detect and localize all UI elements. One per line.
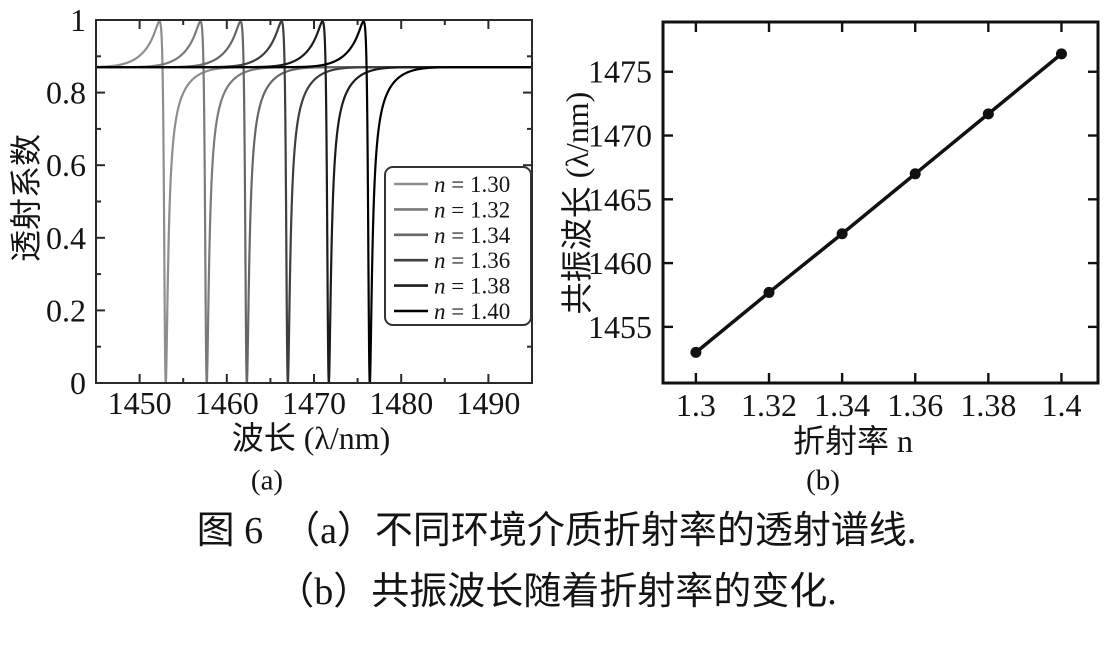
data-point-marker [982,108,994,120]
legend-entry-label: n = 1.36 [434,248,510,273]
data-point-marker [836,228,848,240]
figure-caption-line-2: （b）共振波长随着折射率的变化. [276,570,837,613]
chart-a-x-tick-label: 1490 [456,385,520,421]
chart-b-y-tick-label: 1465 [588,181,652,217]
data-point-marker [690,346,702,358]
chart-b-y-tick-label: 1460 [588,245,652,281]
legend-entry-label: n = 1.32 [434,197,510,222]
chart-b-x-tick-label: 1.36 [887,387,943,423]
chart-a-y-tick-label: 0.4 [46,220,86,256]
chart-b-y-axis-label: 共振波长 (λ/nm) [559,91,595,315]
chart-b-x-tick-label: 1.38 [960,387,1016,423]
chart-a-x-axis-label: 波长 (λ/nm) [231,420,391,456]
chart-a-y-tick-label: 0.2 [46,292,86,328]
data-point-marker [1055,48,1067,60]
chart-b-frame [661,20,1100,385]
chart-a-x-tick-label: 1450 [108,385,172,421]
chart-a-y-tick-label: 0.8 [46,75,86,111]
data-point-marker [909,168,921,180]
chart-a-x-tick-label: 1470 [282,385,346,421]
chart-a-x-tick-label: 1480 [369,385,433,421]
chart-a-y-tick-label: 0 [70,365,86,401]
chart-a-sublabel: (a) [250,464,284,497]
chart-b-y-tick-label: 1470 [588,118,652,154]
chart-b-x-tick-label: 1.3 [676,387,716,423]
chart-b-resonance-wavelength: 1.3 1.32 1.34 1.36 1.38 1.4 1455 1460 1465 1470 14… [588,20,1100,423]
data-point-marker [763,286,775,298]
chart-a-y-tick-label: 1 [70,2,86,38]
resonance-line [694,52,1063,354]
chart-b-y-tick-label: 1475 [588,54,652,90]
figure-caption-line-1: 图 6 （a）不同环境介质折射率的透射谱线. [196,510,917,552]
chart-b-x-tick-label: 1.4 [1041,387,1081,423]
legend-entry-label: n = 1.34 [434,223,511,248]
legend-entry-label: n = 1.40 [434,299,510,324]
chart-b-x-tick-label: 1.34 [814,387,870,423]
legend-entry-label: n = 1.30 [434,172,510,197]
legend-entry-label: n = 1.38 [434,274,510,299]
chart-a-x-tick-label: 1460 [195,385,259,421]
chart-b-x-axis-label: 折射率 n [792,423,914,459]
chart-b-x-tick-label: 1.32 [741,387,797,423]
chart-b-y-tick-label: 1455 [588,309,652,345]
chart-a-y-tick-label: 0.6 [46,147,86,183]
chart-b-sublabel: (b) [806,464,840,497]
figure-caption: 图 6 （a）不同环境介质折射率的透射谱线. （b）共振波长随着折射率的变化. [0,508,1113,629]
chart-a-y-axis-label: 透射系数 [8,133,44,263]
spectrum-curve-n=1.40 [96,20,532,384]
chart-a-transmission-spectra: 1450 1460 1470 1480 1490 0 0.2 0.4 0.6 0.8 1 n = 1.… [46,2,533,421]
